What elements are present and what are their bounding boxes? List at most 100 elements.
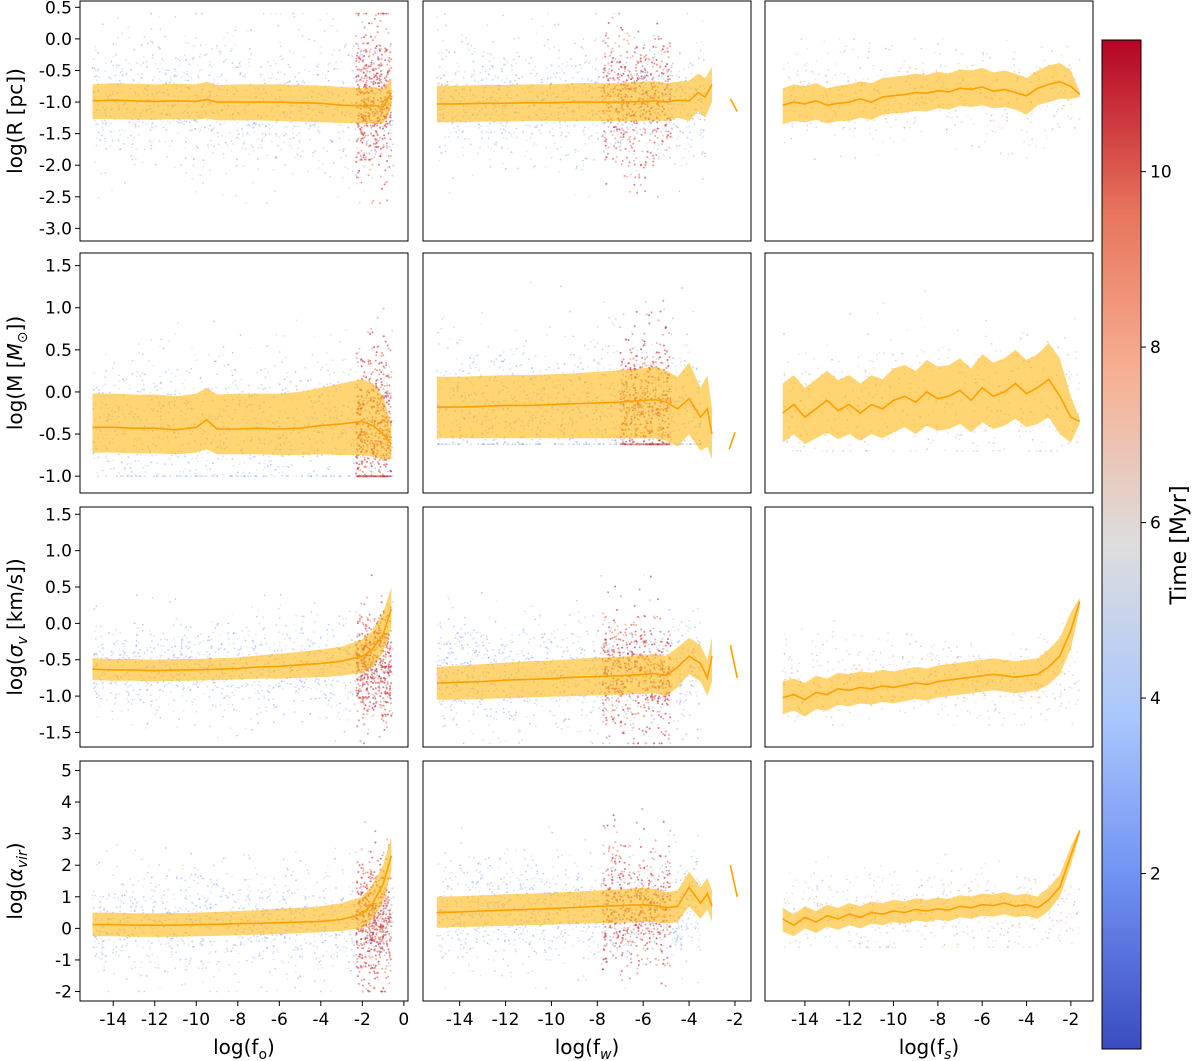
scatter-point [936,43,939,46]
scatter-point-hot [356,68,359,71]
scatter-point [216,47,218,49]
scatter-point [676,74,678,77]
scatter-point-hot [377,387,380,390]
scatter-point [262,12,265,15]
scatter-point [156,68,159,70]
scatter-point [231,374,234,376]
scatter-point [567,131,570,134]
scatter-point [251,146,254,148]
scatter-point [309,378,312,381]
scatter-point [559,120,561,123]
scatter-point-hot [605,32,608,34]
scatter-point [231,458,234,460]
scatter-point [263,79,265,81]
scatter-point-hot [610,52,613,55]
scatter-point-hot [389,43,392,46]
scatter-point [866,119,869,122]
scatter-point-hot [367,65,370,68]
scatter-point [143,36,146,38]
scatter-point [291,172,294,175]
scatter-point [121,128,123,131]
scatter-point [100,120,103,122]
scatter-point-hot [620,163,623,166]
scatter-point [169,394,171,397]
plot-area [436,12,738,198]
scatter-point [840,155,842,158]
scatter-point [316,361,319,364]
scatter-point [246,132,249,135]
scatter-point [686,163,688,166]
scatter-point [534,65,537,68]
scatter-point-hot [645,162,648,164]
scatter-point [112,64,115,67]
scatter-point [210,144,213,146]
scatter-point [331,359,334,362]
scatter-point [211,48,213,50]
scatter-point [149,391,152,394]
scatter-point-hot [369,124,372,127]
scatter-point [481,55,484,57]
scatter-point [237,475,240,478]
scatter-point [286,390,289,393]
scatter-point [670,69,672,72]
scatter-point [515,127,518,130]
scatter-point [279,45,282,48]
scatter-point [447,136,450,138]
scatter-point [222,157,225,160]
scatter-point [237,133,240,136]
scatter-point [275,134,278,136]
scatter-point-hot [355,176,358,179]
scatter-point [484,70,487,73]
scatter-point-hot [367,174,370,177]
scatter-point [199,129,202,131]
scatter-point-hot [667,130,670,133]
scatter-point [479,72,482,74]
scatter-point-hot [629,190,632,193]
scatter-point-hot [358,61,361,64]
scatter-point [139,475,142,478]
scatter-point [271,73,274,75]
scatter-point [655,129,657,132]
scatter-point [388,157,390,160]
scatter-point [1004,108,1007,111]
scatter-point [985,52,988,55]
scatter-point [232,66,235,69]
scatter-point-hot [624,81,627,84]
scatter-point [649,158,652,161]
scatter-point [112,467,115,470]
scatter-point [528,62,530,64]
scatter-point [141,121,144,124]
scatter-point [482,78,485,81]
scatter-point [213,145,216,148]
scatter-point [184,147,187,150]
scatter-point [672,123,675,125]
scatter-point [190,155,193,158]
scatter-point [511,69,513,72]
plot-area [782,38,1081,161]
scatter-point-hot [381,187,383,190]
scatter-point [324,475,327,478]
scatter-point [113,130,115,133]
scatter-point [275,156,278,159]
scatter-point [317,126,320,129]
scatter-point [156,462,158,465]
scatter-point [392,475,394,478]
scatter-point [1001,115,1003,118]
scatter-point [266,61,269,63]
scatter-point-hot [377,67,380,70]
scatter-point [478,123,480,126]
percentile-band [92,78,392,124]
scatter-point-hot [666,63,668,66]
scatter-point-hot [363,67,365,70]
scatter-point [906,71,909,73]
scatter-point [790,137,792,140]
scatter-point [279,41,281,44]
scatter-point [665,69,668,72]
scatter-point [309,138,311,141]
scatter-point [559,126,562,129]
scatter-point [321,72,324,75]
scatter-point-hot [387,132,390,135]
scatter-point-hot [374,458,377,461]
scatter-point-hot [669,135,672,138]
scatter-point [499,122,502,125]
